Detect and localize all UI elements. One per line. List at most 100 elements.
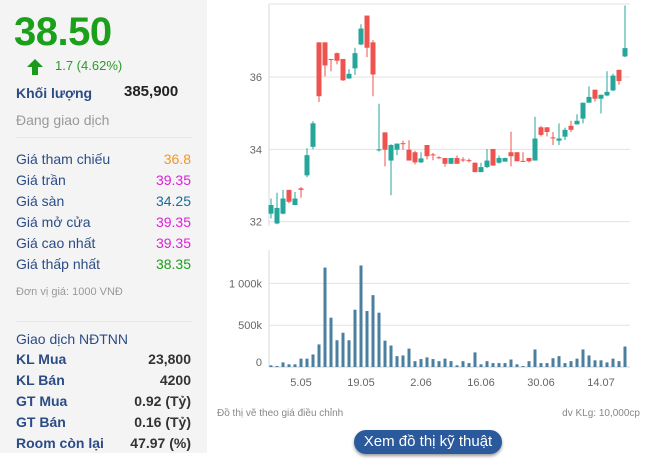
candle-body [604, 91, 610, 96]
volume-tick-label: 1 000k [229, 278, 263, 290]
candle-body [538, 127, 544, 135]
price-label: Giá trần [16, 172, 66, 188]
foreign-value: 0.16 (Tỷ) [134, 414, 191, 430]
candle-body [346, 73, 352, 79]
divider [16, 137, 192, 138]
volume-bar [359, 265, 363, 367]
volume-bar [317, 344, 321, 367]
candle-body [274, 207, 280, 224]
adjusted-price-note: Đồ thị vẽ theo giá điều chỉnh [217, 408, 344, 419]
volume-bar [305, 358, 309, 367]
volume-tick-label: 500k [238, 320, 262, 332]
x-tick-label: 5.05 [290, 377, 311, 389]
volume-bar [587, 355, 591, 367]
price-label: Giá mở cửa [16, 214, 91, 230]
candle-body [562, 129, 568, 137]
candle-body [616, 69, 622, 82]
y-tick-label: 36 [250, 72, 262, 84]
candle-body [502, 158, 508, 162]
volume-bar [479, 364, 483, 367]
volume-bar [341, 332, 345, 367]
volume-bar [383, 340, 387, 367]
volume-bar [443, 358, 447, 367]
candle-body [586, 96, 592, 103]
foreign-row: GT Bán 0.16 (Tỷ) [16, 414, 191, 434]
candle-body [610, 75, 616, 91]
volume-bar [539, 363, 543, 367]
volume-bar [485, 361, 489, 367]
price-volume-chart: 32 34 36 0 500k 1 000k 5.05 19.05 2.06 16.06 30.06… [229, 3, 630, 389]
candle-body [400, 143, 406, 145]
candle-body [424, 145, 430, 157]
quote-panel: 38.50 1.7 (4.62%) Khối lượng 385,900 Đan… [0, 0, 207, 453]
volume-bar [407, 348, 411, 367]
candle-body [514, 152, 520, 162]
volume-bar [515, 364, 519, 367]
candle-body [376, 149, 382, 151]
price-value: 38.35 [155, 256, 191, 272]
volume-bar [467, 363, 471, 367]
volume-bar [323, 267, 327, 367]
volume-bar [509, 359, 513, 367]
volume-bar [503, 363, 507, 367]
volume-bar [389, 345, 393, 367]
candle-body [580, 102, 586, 119]
foreign-value: 47.97 (%) [130, 435, 191, 451]
volume-bar [497, 363, 501, 367]
candle-body [472, 162, 478, 173]
candle-body [328, 58, 334, 60]
candle-body [418, 158, 424, 163]
candle-body [292, 198, 298, 206]
candle-body [388, 145, 394, 161]
y-tick-label: 32 [250, 217, 262, 229]
foreign-value: 23,800 [148, 351, 191, 367]
candle-body [280, 198, 286, 214]
volume-bar [347, 340, 351, 367]
volume-bar [527, 361, 531, 367]
volume-bar [413, 361, 417, 367]
volume-bar [293, 364, 297, 367]
volume-bar [617, 361, 621, 367]
volume-bar [365, 311, 369, 367]
candle-body [298, 188, 304, 190]
foreign-label: GT Mua [16, 393, 68, 409]
price-label: Giá cao nhất [16, 235, 96, 251]
volume-bar [491, 363, 495, 367]
candle-body [568, 125, 574, 130]
volume-bar [437, 361, 441, 367]
view-technical-chart-button[interactable]: Xem đồ thị kỹ thuật [354, 430, 502, 454]
candle-body [412, 152, 418, 163]
candle-body [406, 149, 412, 161]
candle-body [526, 158, 532, 162]
volume-bar [581, 349, 585, 367]
price-row: Giá cao nhất 39.35 [16, 235, 191, 255]
volume-bar [521, 365, 525, 367]
price-label: Giá tham chiếu [16, 151, 111, 167]
volume-bar [593, 360, 597, 367]
candle-body [544, 127, 550, 132]
candle-body [460, 159, 466, 161]
candle-body [382, 132, 388, 150]
candle-body [496, 158, 502, 163]
volume-tick-label: 0 [256, 357, 262, 369]
price-row: Giá tham chiếu 36.8 [16, 151, 191, 171]
foreign-label: GT Bán [16, 414, 66, 430]
foreign-row: KL Mua 23,800 [16, 351, 191, 371]
foreign-label: Room còn lại [16, 435, 104, 451]
volume-bar [563, 363, 567, 367]
candle-body [532, 138, 538, 161]
current-price: 38.50 [14, 10, 112, 54]
candle-body [490, 148, 496, 166]
candle-body [622, 48, 628, 57]
price-value: 39.35 [155, 172, 191, 188]
candle-body [478, 167, 484, 173]
candle-body [370, 42, 376, 75]
volume-unit-note: dv KLg: 10,000cp [562, 408, 640, 419]
volume-bar [611, 358, 615, 367]
candle-body [316, 42, 322, 97]
candle-body [508, 152, 514, 157]
volume-bar [335, 340, 339, 367]
price-row: Giá trần 39.35 [16, 172, 191, 192]
foreign-value: 0.92 (Tỷ) [134, 393, 191, 409]
x-tick-label: 14.07 [587, 377, 615, 389]
